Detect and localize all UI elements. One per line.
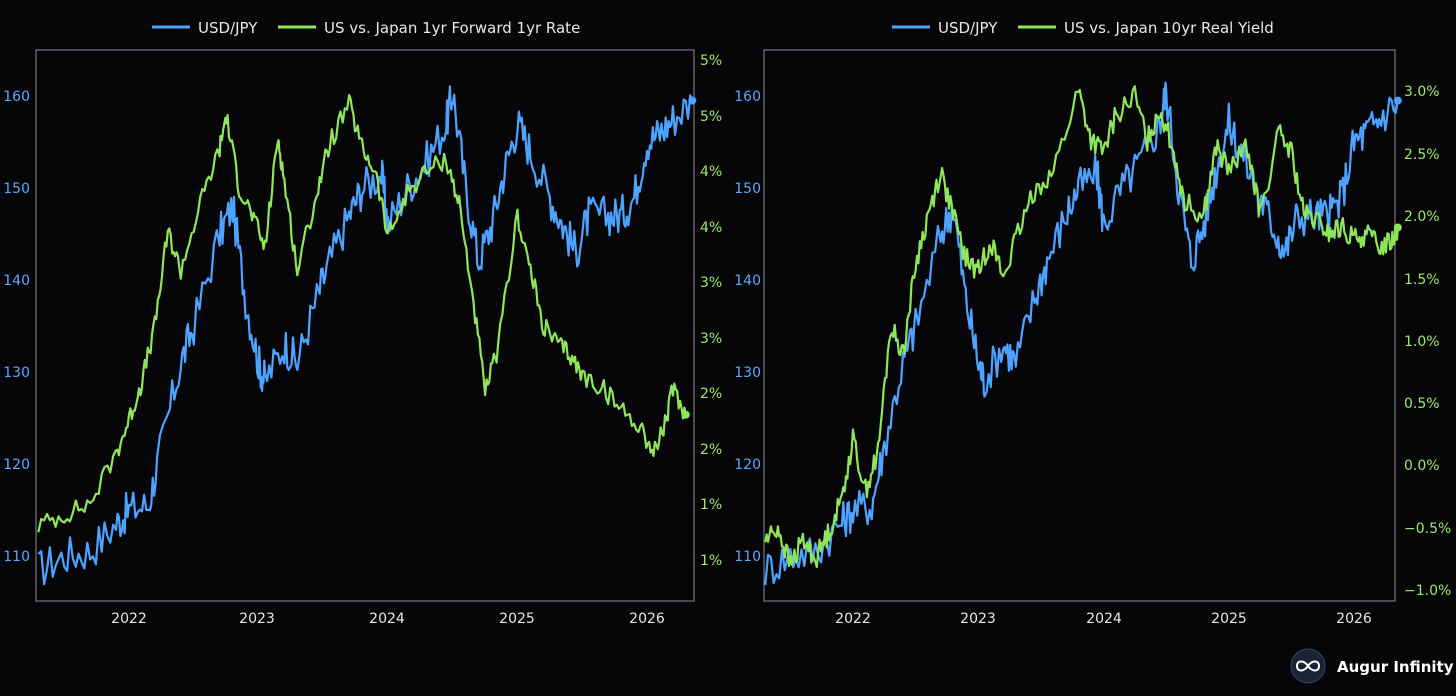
right-y-tick-140: 140 xyxy=(734,273,761,289)
left-plot-area xyxy=(37,85,697,586)
right-plot-area xyxy=(764,81,1402,586)
left-y2-tick-9: 5% xyxy=(700,53,722,69)
right-y-ticks: 110 120 130 140 150 160 xyxy=(734,89,761,565)
left-y-tick-110: 110 xyxy=(3,549,30,565)
right-y2-tick-2-0: 2.0% xyxy=(1404,209,1440,225)
infinity-icon xyxy=(1295,660,1321,672)
left-y2-tick-7: 4% xyxy=(700,164,722,180)
right-y-tick-160: 160 xyxy=(734,89,761,105)
right-series-end-marker-usdjpy xyxy=(1393,96,1402,105)
right-x-tick-2022: 2022 xyxy=(835,611,871,627)
right-y2-tick-0-5: 0.5% xyxy=(1404,396,1440,412)
right-series-line-usdjpy xyxy=(764,81,1399,586)
right-chart: USD/JPY US vs. Japan 10yr Real Yield 202… xyxy=(734,19,1451,627)
right-y2-tick-0-0: 0.0% xyxy=(1404,458,1440,474)
left-y-tick-120: 120 xyxy=(3,457,30,473)
left-chart: USD/JPY US vs. Japan 1yr Forward 1yr Rat… xyxy=(3,19,722,627)
right-x-tick-2026: 2026 xyxy=(1336,611,1372,627)
left-x-tick-2026: 2026 xyxy=(629,611,665,627)
right-y2-tick-m1-0: −1.0% xyxy=(1404,583,1451,599)
left-y2-tick-6: 4% xyxy=(700,220,722,236)
left-y-tick-130: 130 xyxy=(3,365,30,381)
left-legend-label-usdjpy: USD/JPY xyxy=(198,19,258,37)
left-series-line-usdjpy xyxy=(37,85,694,586)
left-y-ticks: 110 120 130 140 150 160 xyxy=(3,89,30,565)
left-y-tick-150: 150 xyxy=(3,181,30,197)
right-y2-tick-2-5: 2.5% xyxy=(1404,147,1440,163)
left-y2-tick-3: 2% xyxy=(700,386,722,402)
brand-name: Augur Infinity xyxy=(1337,658,1454,676)
left-x-ticks: 2022 2023 2024 2025 2026 xyxy=(111,611,665,627)
left-y2-tick-4: 3% xyxy=(700,331,722,347)
right-x-tick-2024: 2024 xyxy=(1086,611,1122,627)
right-y-tick-150: 150 xyxy=(734,181,761,197)
left-series-end-marker-spread xyxy=(681,410,690,419)
left-x-tick-2024: 2024 xyxy=(369,611,405,627)
right-y2-tick-1-5: 1.5% xyxy=(1404,272,1440,288)
right-y-tick-110: 110 xyxy=(734,549,761,565)
left-y2-tick-2: 2% xyxy=(700,442,722,458)
left-y-tick-160: 160 xyxy=(3,89,30,105)
right-y2-tick-m0-5: −0.5% xyxy=(1404,521,1451,537)
right-series-end-marker-spread xyxy=(1393,223,1402,232)
right-series-line-spread xyxy=(764,85,1399,569)
left-series-end-marker-usdjpy xyxy=(688,96,697,105)
left-y2-ticks: 1% 1% 2% 2% 3% 3% 4% 4% 5% 5% xyxy=(700,53,722,569)
right-x-tick-2025: 2025 xyxy=(1211,611,1247,627)
right-plot-frame xyxy=(763,49,1396,602)
left-x-tick-2025: 2025 xyxy=(499,611,535,627)
left-y2-tick-5: 3% xyxy=(700,275,722,291)
left-y2-tick-8: 5% xyxy=(700,109,722,125)
brand-logo: Augur Infinity xyxy=(1290,648,1454,684)
left-y2-tick-0: 1% xyxy=(700,553,722,569)
right-x-tick-2023: 2023 xyxy=(960,611,996,627)
right-y-tick-130: 130 xyxy=(734,365,761,381)
right-y2-tick-1-0: 1.0% xyxy=(1404,334,1440,350)
left-y-tick-140: 140 xyxy=(3,273,30,289)
right-legend: USD/JPY US vs. Japan 10yr Real Yield xyxy=(892,19,1274,37)
left-y2-tick-1: 1% xyxy=(700,497,722,513)
left-series-line-spread xyxy=(37,94,687,533)
left-x-tick-2022: 2022 xyxy=(111,611,147,627)
right-legend-label-real-yield: US vs. Japan 10yr Real Yield xyxy=(1064,19,1274,37)
left-legend-label-spread: US vs. Japan 1yr Forward 1yr Rate xyxy=(324,19,580,37)
right-legend-label-usdjpy: USD/JPY xyxy=(938,19,998,37)
right-y-tick-120: 120 xyxy=(734,457,761,473)
right-x-ticks: 2022 2023 2024 2025 2026 xyxy=(835,611,1372,627)
left-legend: USD/JPY US vs. Japan 1yr Forward 1yr Rat… xyxy=(152,19,580,37)
right-y2-tick-3-0: 3.0% xyxy=(1404,84,1440,100)
left-plot-frame xyxy=(35,49,695,602)
left-x-tick-2023: 2023 xyxy=(239,611,275,627)
right-y2-ticks: −1.0% −0.5% 0.0% 0.5% 1.0% 1.5% 2.0% 2.5… xyxy=(1404,84,1451,599)
